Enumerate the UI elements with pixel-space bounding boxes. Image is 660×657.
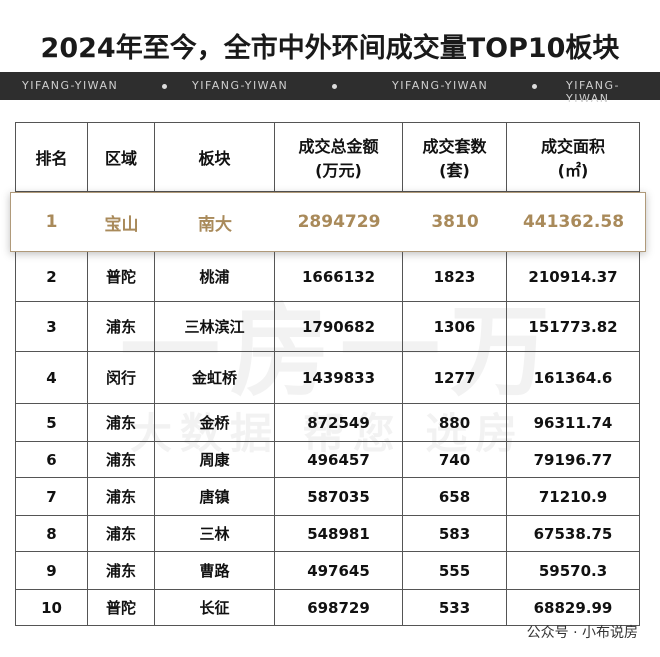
table-cell: 698729 xyxy=(275,590,403,626)
table-cell: 金桥 xyxy=(155,404,275,442)
header-cell: 板块 xyxy=(155,122,275,192)
table-cell: 桃浦 xyxy=(155,252,275,302)
watermark: 大数据 帮您 选房 xyxy=(130,409,526,458)
table-cell: 浦东 xyxy=(88,552,155,590)
table-cell: 210914.37 xyxy=(507,252,640,302)
table-cell: 59570.3 xyxy=(507,552,640,590)
header-cell: 成交面积 (㎡) xyxy=(507,122,640,192)
table-cell: 1666132 xyxy=(275,252,403,302)
table-cell: 68829.99 xyxy=(507,590,640,626)
table-cell: 浦东 xyxy=(88,442,155,478)
table-cell: 周康 xyxy=(155,442,275,478)
table-cell: 872549 xyxy=(275,404,403,442)
table-cell: 71210.9 xyxy=(507,478,640,516)
header-cell: 排名 xyxy=(15,122,88,192)
table-cell: 1277 xyxy=(403,352,507,404)
table-cell: 441362.58 xyxy=(522,212,625,232)
table-cell: 3810 xyxy=(431,212,479,232)
table-cell: 浦东 xyxy=(88,404,155,442)
table-cell: 闵行 xyxy=(88,352,155,404)
table-cell: 7 xyxy=(15,478,88,516)
table-cell: 583 xyxy=(403,516,507,552)
table-cell: 533 xyxy=(403,590,507,626)
header-cell: 成交套数 (套) xyxy=(403,122,507,192)
table-cell: 1439833 xyxy=(275,352,403,404)
banner-dot xyxy=(332,84,337,89)
table-cell: 497645 xyxy=(275,552,403,590)
table-cell: 6 xyxy=(15,442,88,478)
table-cell: 5 xyxy=(15,404,88,442)
table-cell: 587035 xyxy=(275,478,403,516)
table-cell: 4 xyxy=(15,352,88,404)
footer: 公众号 · 小布说房 xyxy=(526,625,638,641)
table-cell: 79196.77 xyxy=(507,442,640,478)
banner-dot xyxy=(162,84,167,89)
highlight-box xyxy=(10,192,646,252)
table-cell: 金虹桥 xyxy=(155,352,275,404)
table-cell: 9 xyxy=(15,552,88,590)
table-cell: 3 xyxy=(15,302,88,352)
banner-text: YIFANG-YIWAN xyxy=(566,79,621,105)
table-cell: 2 xyxy=(15,252,88,302)
banner: YIFANG-YIWAN YIFANG-YIWAN YIFANG-YIWAN YIFA… xyxy=(0,72,660,105)
table-cell: 宝山 xyxy=(104,214,139,235)
table-cell: 南大 xyxy=(198,214,232,235)
table-cell: 10 xyxy=(15,590,88,626)
header-cell: 区域 xyxy=(88,122,155,192)
table-cell: 普陀 xyxy=(88,252,155,302)
table-cell: 浦东 xyxy=(88,516,155,552)
title: 2024年至今，全市中外环间成交量TOP10板块 xyxy=(40,33,620,64)
table-cell: 96311.74 xyxy=(507,404,640,442)
table-cell: 三林 xyxy=(155,516,275,552)
table-cell: 880 xyxy=(403,404,507,442)
table-cell: 三林滨江 xyxy=(155,302,275,352)
table-cell: 151773.82 xyxy=(507,302,640,352)
table-cell: 548981 xyxy=(275,516,403,552)
table-cell: 658 xyxy=(403,478,507,516)
table-cell: 496457 xyxy=(275,442,403,478)
table-cell: 1823 xyxy=(403,252,507,302)
table-cell: 唐镇 xyxy=(155,478,275,516)
table-cell: 1306 xyxy=(403,302,507,352)
table-cell: 1790682 xyxy=(275,302,403,352)
table-cell: 555 xyxy=(403,552,507,590)
table-cell: 长征 xyxy=(155,590,275,626)
table-cell: 8 xyxy=(15,516,88,552)
table-cell: 740 xyxy=(403,442,507,478)
table-cell: 曹路 xyxy=(155,552,275,590)
table-cell: 普陀 xyxy=(88,590,155,626)
banner-text: YIFANG-YIWAN xyxy=(192,79,289,92)
banner-text: YIFANG-YIWAN xyxy=(22,79,119,92)
table-cell: 161364.6 xyxy=(507,352,640,404)
table-cell: 67538.75 xyxy=(507,516,640,552)
header-cell: 成交总金额 (万元) xyxy=(275,122,403,192)
banner-text: YIFANG-YIWAN xyxy=(392,79,489,92)
table-cell: 浦东 xyxy=(88,478,155,516)
banner-dot xyxy=(532,84,537,89)
table-cell: 浦东 xyxy=(88,302,155,352)
table-cell: 1 xyxy=(45,212,58,232)
table-cell: 2894729 xyxy=(297,212,381,232)
